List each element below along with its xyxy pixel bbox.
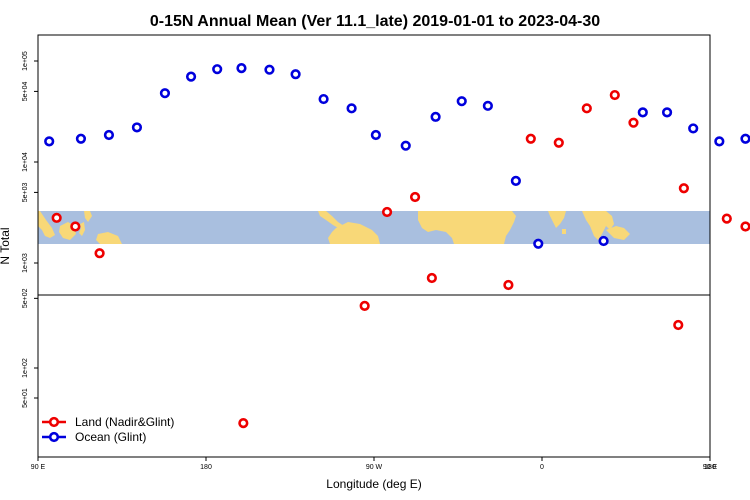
land-point [740, 221, 750, 232]
land-point [94, 248, 105, 259]
land-point [581, 103, 592, 114]
land-point [359, 300, 370, 311]
x-tick-label: 180 [704, 464, 716, 471]
land-point [628, 117, 639, 128]
ocean-point [430, 111, 441, 122]
y-tick-label: 1e+03 [22, 253, 29, 273]
land-south-america [328, 222, 380, 244]
x-tick-label: 0 [540, 464, 544, 471]
legend-land-label: Land (Nadir&Glint) [75, 415, 174, 429]
land-philippines [84, 211, 92, 222]
ocean-point [637, 107, 648, 118]
ocean-point [318, 93, 329, 105]
ocean-point [346, 103, 357, 114]
ocean-point [740, 133, 750, 144]
ocean-point [185, 71, 197, 82]
plot-frame [37, 34, 711, 458]
ocean-point [400, 140, 411, 151]
land-indochina [582, 211, 614, 240]
y-axis: 5e+01 1e+02 5e+02 1e+03 5e+03 1e+04 5e+04 1e+05 [22, 51, 38, 408]
ocean-point [688, 123, 699, 134]
land-point [721, 213, 732, 224]
land-point [609, 89, 620, 101]
x-tick-label: 90 E [703, 464, 718, 471]
ocean-point [103, 129, 115, 141]
land-sumatra-east [606, 226, 630, 240]
y-tick-label: 5e+01 [22, 388, 29, 408]
x-tick-label: 90 W [366, 464, 383, 471]
y-tick-label: 5e+04 [22, 81, 29, 101]
land-new-guinea [96, 232, 122, 244]
land-southeast-asia [38, 211, 55, 238]
ocean-point [456, 96, 467, 107]
land-central-america [318, 211, 344, 229]
land-point [553, 137, 564, 148]
y-tick-label: 1e+02 [22, 358, 29, 378]
ocean-point [533, 238, 544, 249]
legend-land-marker [48, 416, 60, 428]
ocean-point [264, 64, 275, 75]
land-point [673, 319, 684, 331]
land-point [409, 191, 421, 203]
background-world-map [38, 211, 710, 244]
legend-ocean-marker [48, 431, 60, 443]
ocean-point [714, 136, 725, 147]
land-point [70, 221, 81, 232]
ocean-point [236, 63, 247, 74]
y-tick-label: 1e+05 [22, 51, 29, 71]
land-point [525, 133, 536, 144]
land-point [503, 279, 514, 291]
data-points [44, 63, 750, 429]
ocean-point [44, 136, 55, 147]
ocean-point [370, 129, 381, 141]
land-africa [418, 211, 516, 244]
land-point [51, 212, 62, 223]
chart-title: 0-15N Annual Mean (Ver 11.1_late) 2019-0… [150, 13, 600, 30]
ocean-point [212, 64, 223, 75]
ocean-point [661, 107, 673, 118]
land-sri-lanka [562, 229, 566, 234]
ocean-point [131, 122, 143, 133]
legend-ocean-label: Ocean (Glint) [75, 430, 146, 444]
ocean-point [598, 235, 609, 247]
y-tick-label: 5e+03 [22, 182, 29, 202]
land-india [548, 211, 566, 228]
ocean-point [510, 175, 521, 186]
x-tick-label: 180 [200, 464, 212, 471]
land-point [381, 206, 393, 218]
y-tick-label: 5e+02 [22, 288, 29, 308]
legend: Land (Nadir&Glint) Ocean (Glint) [42, 415, 174, 444]
ocean-point [482, 100, 493, 111]
land-point [678, 183, 689, 194]
land-point [238, 417, 249, 429]
y-axis-label: N Total [0, 227, 12, 264]
y-tick-label: 1e+04 [22, 152, 29, 172]
x-tick-label: 90 E [31, 464, 46, 471]
land-sulawesi [79, 222, 85, 236]
ocean-point [75, 133, 87, 144]
x-axis-label: Longitude (deg E) [326, 477, 421, 491]
ocean-point [159, 88, 171, 99]
ocean-point [290, 69, 301, 80]
land-point [426, 272, 437, 284]
